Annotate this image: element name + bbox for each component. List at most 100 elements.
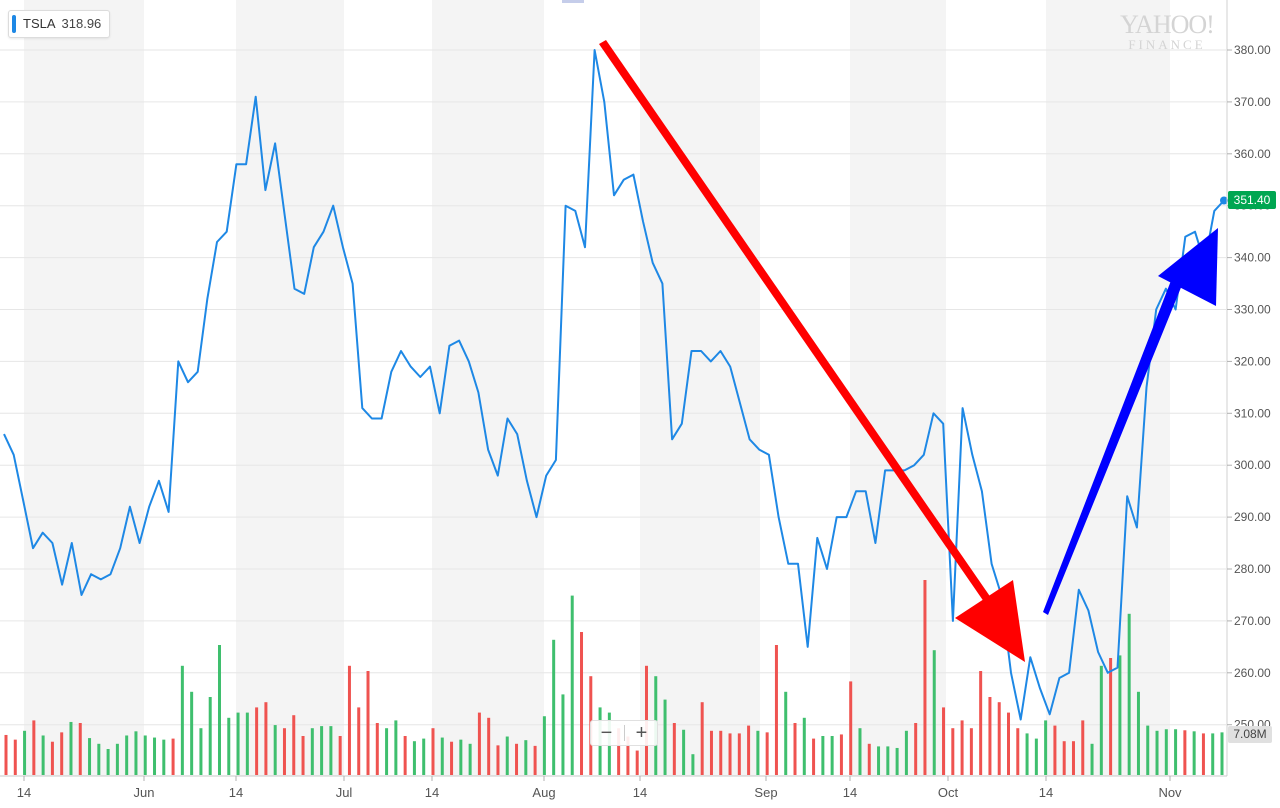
volume-bar [682, 729, 686, 775]
volume-bar [552, 639, 556, 775]
volume-bar [877, 746, 881, 775]
volume-bar [88, 738, 92, 775]
volume-bar [78, 723, 82, 775]
volume-bar [812, 738, 816, 775]
last-point-marker [1220, 196, 1228, 205]
volume-bar [821, 736, 825, 775]
volume-bar [273, 725, 277, 775]
volume-bar [357, 707, 361, 775]
annotation-arrows [599, 40, 1218, 662]
volume-bar [468, 743, 472, 775]
zoom-out-button[interactable]: − [600, 722, 613, 744]
volume-bar [1044, 720, 1048, 775]
volume-bar [1192, 731, 1196, 775]
volume-bar [180, 665, 184, 775]
volume-bar [1164, 729, 1168, 775]
volume-bar [1220, 732, 1224, 775]
volume-bar [626, 736, 630, 775]
volume-bar [450, 741, 454, 775]
x-axis: 14 Jun 14 Jul 14 Aug 14 Sep 14 Oct 14 Nov [0, 775, 1227, 800]
volume-bar [1071, 741, 1075, 775]
red-down-arrow-shaft [599, 40, 998, 612]
volume-bar [691, 754, 695, 775]
volume-bar [385, 728, 389, 775]
volume-bar [533, 745, 537, 775]
volume-bar [1127, 613, 1131, 775]
x-tick-label: 14 [633, 785, 647, 800]
volume-bar [858, 728, 862, 775]
volume-bar [208, 697, 212, 775]
y-tick-label: 340.00 [1234, 251, 1271, 265]
volume-bar [886, 746, 890, 775]
y-tick-label: 360.00 [1234, 147, 1271, 161]
volume-bar [1081, 720, 1085, 775]
volume-bar [867, 743, 871, 775]
volume-bar [310, 728, 314, 775]
volume-bar [524, 740, 528, 775]
volume-bar [97, 743, 101, 775]
volume-bar [440, 737, 444, 775]
x-tick-label: Aug [532, 785, 555, 800]
volume-bar [765, 732, 769, 775]
volume-bar [951, 728, 955, 775]
volume-bar [115, 743, 119, 775]
y-tick-label: 310.00 [1234, 406, 1271, 420]
blue-up-arrow-shaft [1043, 278, 1182, 615]
volume-bar [635, 750, 639, 775]
y-tick-label: 380.00 [1234, 43, 1271, 57]
volume-bar [1034, 738, 1038, 775]
volume-bar [301, 736, 305, 775]
x-tick-label: Sep [754, 785, 777, 800]
y-tick-label: 280.00 [1234, 562, 1271, 576]
x-tick-label: Nov [1158, 785, 1182, 800]
volume-bar [32, 720, 36, 775]
y-axis: 250.00260.00270.00280.00290.00300.00310.… [1226, 0, 1271, 776]
volume-bar [60, 732, 64, 775]
volume-bar [412, 741, 416, 775]
volume-bar [1109, 658, 1113, 775]
volume-bar [125, 735, 129, 775]
x-tick-label: 14 [843, 785, 857, 800]
volume-bar [1146, 725, 1150, 775]
zoom-divider [623, 725, 625, 741]
month-band [850, 0, 946, 776]
y-tick-label: 270.00 [1234, 614, 1271, 628]
volume-bar [217, 645, 221, 775]
blue-up-arrow-head [1158, 228, 1218, 306]
red-down-arrow-head [955, 580, 1025, 662]
volume-bar [13, 739, 17, 775]
volume-bar [50, 741, 54, 775]
volume-bar [1211, 733, 1215, 775]
month-band [24, 0, 144, 776]
volume-bar [1118, 655, 1122, 775]
volume-bar [988, 697, 992, 775]
volume-bar [1183, 730, 1187, 775]
volume-bar [542, 716, 546, 775]
volume-bar [1201, 733, 1205, 775]
volume-bar [459, 739, 463, 775]
volume-bar [747, 725, 751, 775]
volume-bar [756, 730, 760, 775]
x-tick-label: Jun [134, 785, 155, 800]
volume-bar [979, 671, 983, 775]
volume-bar [849, 681, 853, 775]
legend-symbol: TSLA [23, 16, 56, 31]
volume-bar [895, 747, 899, 775]
volume-bar [515, 743, 519, 775]
volume-bar [505, 736, 509, 775]
volume-bar [329, 726, 333, 775]
legend-box[interactable]: TSLA 318.96 [8, 10, 111, 38]
zoom-in-button[interactable]: + [635, 722, 648, 744]
volume-bar [617, 728, 621, 775]
volume-bar [663, 699, 667, 775]
volume-bar [561, 694, 565, 775]
y-tick-label: 320.00 [1234, 354, 1271, 368]
volume-bar [403, 736, 407, 775]
volume-bar [264, 702, 268, 775]
watermark-sub: FINANCE [1128, 37, 1206, 52]
volume-bar [153, 737, 157, 775]
volume-bar [1007, 712, 1011, 775]
volume-bar [431, 728, 435, 775]
volume-bar [830, 736, 834, 775]
